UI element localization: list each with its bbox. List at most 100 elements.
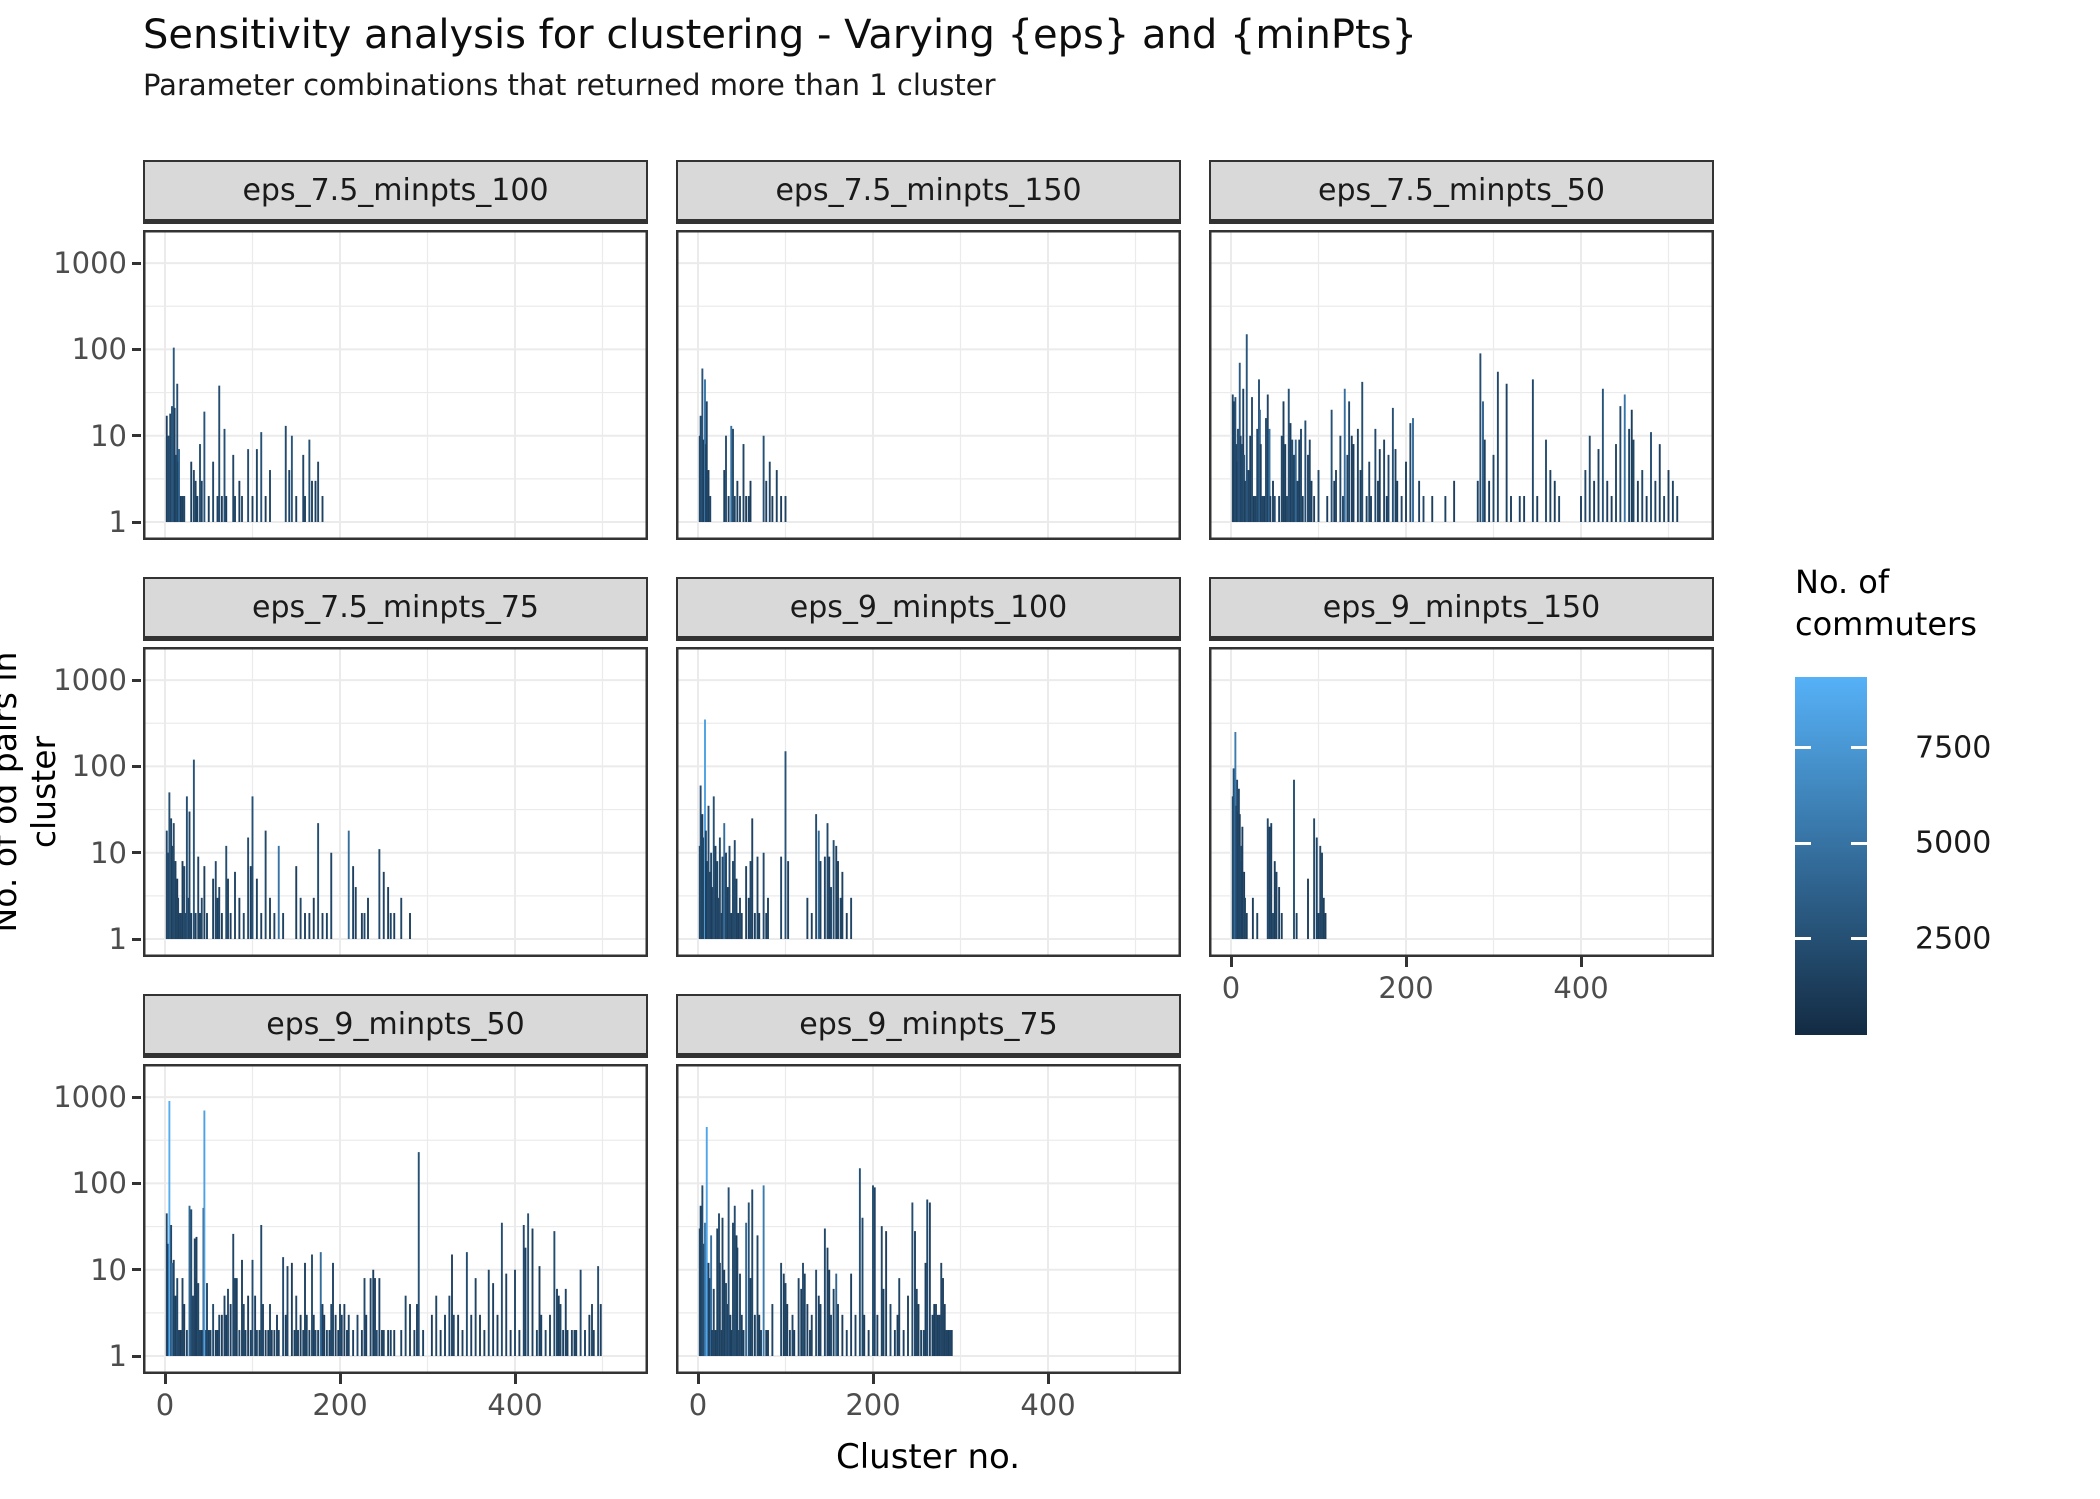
y-tick-mark — [132, 1181, 141, 1185]
facet-strip: eps_7.5_minpts_75 — [143, 577, 648, 641]
x-tick-mark — [696, 1374, 700, 1384]
x-axis-title: Cluster no. — [835, 1437, 1021, 1477]
y-tick-mark — [132, 1354, 141, 1358]
y-tick-mark — [132, 261, 141, 265]
x-tick-mark — [1229, 957, 1233, 967]
x-tick-label: 200 — [845, 1388, 901, 1422]
panel-border — [143, 1064, 648, 1374]
facet-eps_9_minpts_150: eps_9_minpts_150 0 200 400 — [1209, 577, 1714, 1005]
y-axis-title: No. of od pairs in cluster — [0, 651, 63, 933]
x-tick-mark — [1579, 957, 1583, 967]
y-tick-label: 1 — [108, 1339, 127, 1373]
facet-panel — [1209, 230, 1714, 540]
legend-title: No. of commuters — [1795, 562, 2095, 645]
facet-panel — [676, 230, 1181, 540]
legend-tick-mark — [1851, 937, 1867, 940]
panel-border — [1209, 647, 1714, 957]
legend-tick-mark — [1795, 842, 1811, 845]
chart-subtitle: Parameter combinations that returned mor… — [143, 68, 996, 102]
panel-border — [143, 230, 648, 540]
facet-strip: eps_7.5_minpts_100 — [143, 160, 648, 224]
x-tick-mark — [1404, 957, 1408, 967]
facet-panel — [143, 647, 648, 957]
x-tick-label: 400 — [1020, 1388, 1076, 1422]
y-tick-mark — [132, 851, 141, 855]
x-tick-label: 400 — [1553, 971, 1609, 1005]
x-tick-mark — [871, 1374, 875, 1384]
facet-panel — [143, 230, 648, 540]
y-tick-label: 1000 — [53, 663, 127, 698]
x-tick-mark — [338, 1374, 342, 1384]
y-tick-mark — [132, 520, 141, 524]
x-tick-mark — [1046, 1374, 1050, 1384]
y-tick-label: 100 — [71, 332, 127, 367]
y-tick-label: 1 — [108, 922, 127, 956]
y-tick-mark — [132, 347, 141, 351]
facet-panel — [676, 647, 1181, 957]
color-legend: No. of commuters 7500 5000 2500 — [1795, 562, 2095, 1035]
y-tick-label: 10 — [90, 835, 127, 870]
panel-border — [143, 647, 648, 957]
legend-label-7500: 7500 — [1915, 730, 1992, 766]
facet-strip: eps_9_minpts_100 — [676, 577, 1181, 641]
facet-eps_7.5_minpts_50: eps_7.5_minpts_50 — [1209, 160, 1714, 540]
facet-eps_9_minpts_75: eps_9_minpts_75 0 200 400 — [676, 994, 1181, 1422]
chart-title: Sensitivity analysis for clustering - Va… — [143, 12, 1417, 58]
facet-panel — [143, 1064, 648, 1374]
y-tick-mark — [132, 434, 141, 438]
facet-strip-label: eps_9_minpts_75 — [799, 1007, 1058, 1042]
x-tick-label: 200 — [1378, 971, 1434, 1005]
x-tick-mark — [513, 1374, 517, 1384]
y-tick-label: 100 — [71, 1166, 127, 1201]
legend-tick-mark — [1851, 746, 1867, 749]
x-tick-label: 400 — [487, 1388, 543, 1422]
panel-border — [1209, 230, 1714, 540]
x-tick-label: 0 — [688, 1388, 708, 1422]
x-tick-label: 0 — [155, 1388, 175, 1422]
legend-title-line2: commuters — [1795, 604, 1977, 643]
facet-strip-label: eps_9_minpts_50 — [266, 1007, 525, 1042]
legend-gradient-bar — [1795, 677, 1867, 1035]
x-tick-label: 0 — [1221, 971, 1241, 1005]
y-tick-label: 10 — [90, 418, 127, 453]
legend-tick-mark — [1795, 937, 1811, 940]
facet-strip-label: eps_9_minpts_100 — [789, 590, 1068, 625]
x-tick-label: 200 — [312, 1388, 368, 1422]
y-tick-label: 1000 — [53, 1080, 127, 1115]
facet-panel — [1209, 647, 1714, 957]
facet-eps_7.5_minpts_75: eps_7.5_minpts_75 1000 100 10 1 — [53, 577, 648, 957]
legend-tick-mark — [1795, 746, 1811, 749]
facet-strip-label: eps_7.5_minpts_150 — [775, 173, 1082, 208]
legend-title-line1: No. of — [1795, 563, 1890, 601]
y-tick-label: 10 — [90, 1252, 127, 1287]
panel-border — [676, 1064, 1181, 1374]
panel-border — [676, 230, 1181, 540]
facet-strip-label: eps_9_minpts_150 — [1322, 590, 1601, 625]
y-tick-mark — [132, 937, 141, 941]
facet-grid: eps_7.5_minpts_100 1000 100 10 1 eps_7.5_minp… — [53, 160, 1714, 1422]
y-tick-label: 1 — [108, 505, 127, 539]
y-tick-label: 1000 — [53, 246, 127, 281]
panel-border — [676, 647, 1181, 957]
legend-label-5000: 5000 — [1915, 825, 1992, 861]
facet-eps_7.5_minpts_100: eps_7.5_minpts_100 1000 100 10 1 — [53, 160, 648, 540]
facet-strip: eps_7.5_minpts_50 — [1209, 160, 1714, 224]
facet-panel — [676, 1064, 1181, 1374]
facet-strip: eps_9_minpts_50 — [143, 994, 648, 1058]
facet-eps_9_minpts_50: eps_9_minpts_50 1000 100 10 1 0 200 400 — [53, 994, 648, 1422]
facet-strip-label: eps_7.5_minpts_50 — [1317, 173, 1606, 208]
y-tick-label: 100 — [71, 749, 127, 784]
facet-strip-label: eps_7.5_minpts_100 — [242, 173, 549, 208]
x-tick-mark — [163, 1374, 167, 1384]
legend-label-2500: 2500 — [1915, 921, 1992, 957]
facet-strip: eps_9_minpts_150 — [1209, 577, 1714, 641]
facet-strip-label: eps_7.5_minpts_75 — [251, 590, 540, 625]
y-tick-mark — [132, 1095, 141, 1099]
y-tick-mark — [132, 1268, 141, 1272]
facet-strip: eps_9_minpts_75 — [676, 994, 1181, 1058]
facet-strip: eps_7.5_minpts_150 — [676, 160, 1181, 224]
y-tick-mark — [132, 764, 141, 768]
legend-tick-mark — [1851, 842, 1867, 845]
facet-eps_9_minpts_100: eps_9_minpts_100 — [676, 577, 1181, 957]
